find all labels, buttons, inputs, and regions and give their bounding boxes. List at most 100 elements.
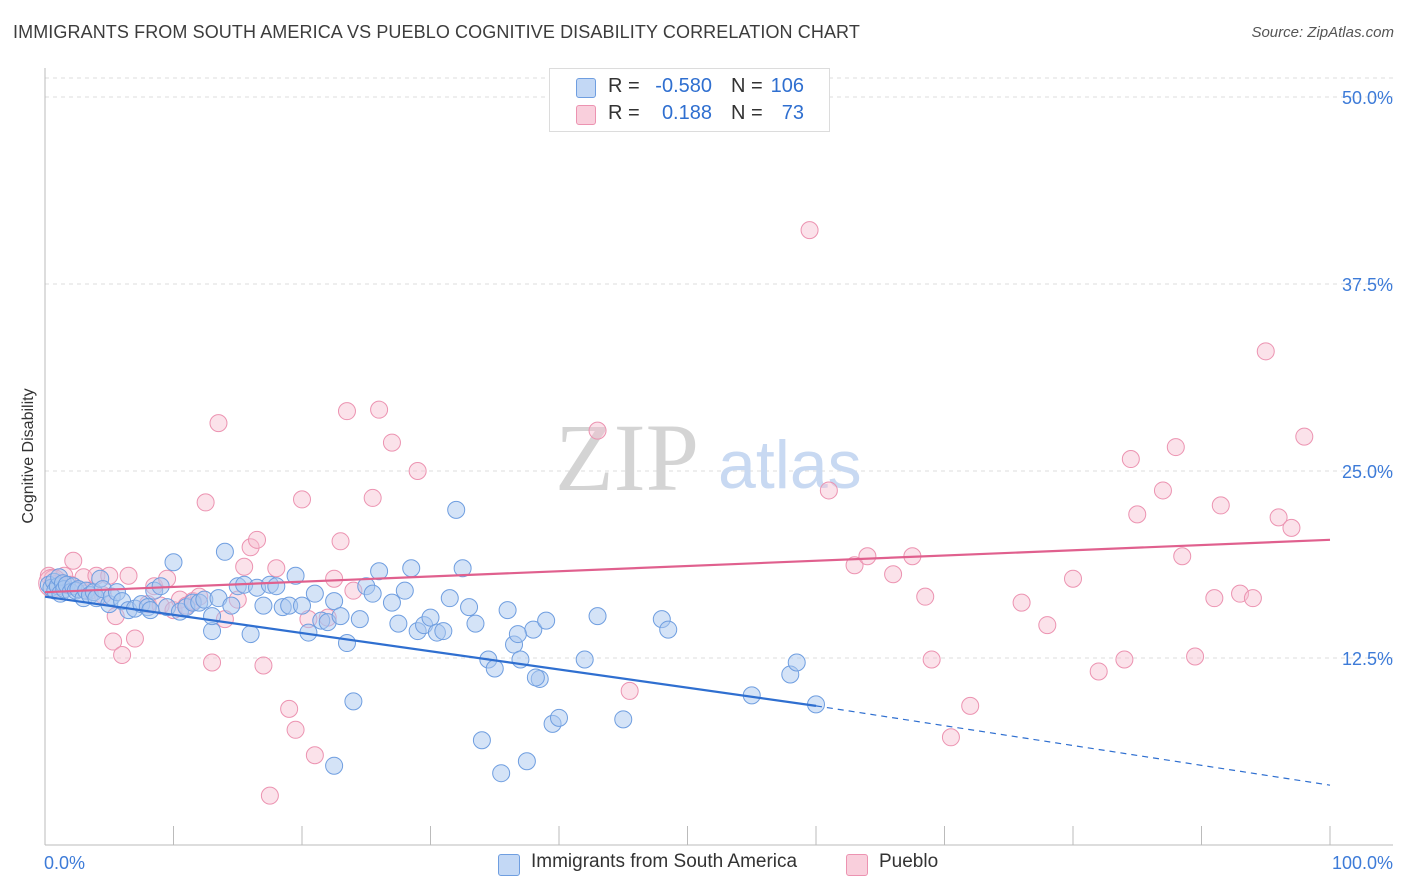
pueblo-point [800,221,819,240]
pueblo-point [884,565,903,584]
immigrants-point [472,731,491,750]
immigrants-point [222,596,241,615]
immigrants-point [344,692,363,711]
pueblo-point [1115,650,1134,669]
pueblo-point [331,532,350,551]
pueblo-point [125,629,144,648]
bottom-legend-label: Pueblo [879,851,939,872]
pueblo-point [1089,662,1108,681]
pueblo-point [248,530,267,549]
pueblo-point [588,421,607,440]
immigrants-point [370,562,389,581]
pueblo-point [1186,647,1205,666]
immigrants-point [614,710,633,729]
pueblo-point [922,650,941,669]
immigrants-point [305,584,324,603]
pueblo-point [620,681,639,700]
legend-swatch-blue [576,78,596,98]
pueblo-point [845,556,864,575]
pueblo-point [235,557,254,576]
pueblo-point [819,481,838,500]
pueblo-point [961,696,980,715]
pueblo-point [1295,427,1314,446]
legend-n-value: 106 [770,75,804,97]
pueblo-point [1153,481,1172,500]
pueblo-point [363,488,382,507]
pueblo-point [305,746,324,765]
immigrants-point [350,610,369,629]
pueblo-point [260,786,279,805]
immigrants-point [659,620,678,639]
pueblo-point [1166,438,1185,457]
pueblo-point [1269,508,1288,527]
immigrants-point [492,764,511,783]
immigrants-point [395,581,414,600]
watermark: ZIP atlas [555,404,862,511]
y-tick-label: 37.5% [1342,275,1393,295]
immigrants-point [434,622,453,641]
immigrants-point [331,607,350,626]
pueblo-point [1173,547,1192,566]
immigrants-point [460,598,479,617]
immigrants-point [293,596,311,615]
y-tick-label: 12.5% [1342,649,1393,669]
immigrants-point [389,614,408,633]
pueblo-trend-line [44,538,1331,594]
pueblo-point [1243,589,1262,608]
pueblo-point [916,587,935,606]
pueblo-point [196,493,215,512]
chart-title: IMMIGRANTS FROM SOUTH AMERICA VS PUEBLO … [13,22,860,42]
pueblo-point [293,490,311,509]
immigrants-point [508,625,527,644]
legend-r-label: R = [608,102,640,124]
legend-r-value: -0.580 [655,75,712,97]
immigrants-trend-line [44,595,817,707]
legend-row-pueblo: R = 0.188 N = 73 [550,101,829,127]
pueblo-point [203,653,222,672]
pueblo-point [1064,569,1082,588]
immigrants-point [286,566,305,585]
legend-n-value: 73 [781,102,804,124]
source-label: Source: ZipAtlas.com [1251,24,1394,41]
pueblo-point [337,402,356,421]
immigrants-point [363,584,382,603]
pueblo-point [209,414,228,433]
trend-lines [44,538,1331,786]
immigrants-point [164,553,183,572]
immigrants-point [453,559,472,578]
immigrants-point [402,559,421,578]
pueblo-point [286,720,305,739]
watermark-atlas: atlas [718,427,862,503]
immigrants-point [575,650,594,669]
immigrants-point [440,589,459,608]
pueblo-point [104,632,123,651]
immigrants-point [267,577,286,596]
immigrants-point [254,596,273,615]
immigrants-point [421,608,440,627]
immigrants-point [466,614,485,633]
pueblo-point [64,551,83,570]
x-tick-label: 0.0% [44,853,85,873]
immigrants-point [203,622,222,641]
legend-swatch-pink [576,105,596,125]
pueblo-point [1211,496,1230,515]
watermark-zip: ZIP [555,404,699,511]
pueblo-point [241,538,260,557]
pueblo-point [267,559,286,578]
immigrants-point [526,668,545,687]
legend-r-value: 0.188 [661,102,712,124]
axes [44,68,1393,846]
pueblo-point [1038,616,1057,635]
y-tick-label: 25.0% [1342,462,1393,482]
legend-n-label: N = [731,102,763,124]
tick-labels: 12.5% 25.0% 37.5% 50.0% 0.0% 100.0% [44,88,1393,873]
pueblo-point [119,566,138,585]
immigrants-point [485,659,504,678]
pueblo-point [280,699,299,718]
legend-n-label: N = [731,75,763,97]
pueblo-point [1121,450,1140,469]
immigrants-point [325,756,344,775]
pueblo-point [1256,342,1275,361]
x-tick-label: 100.0% [1332,853,1393,873]
